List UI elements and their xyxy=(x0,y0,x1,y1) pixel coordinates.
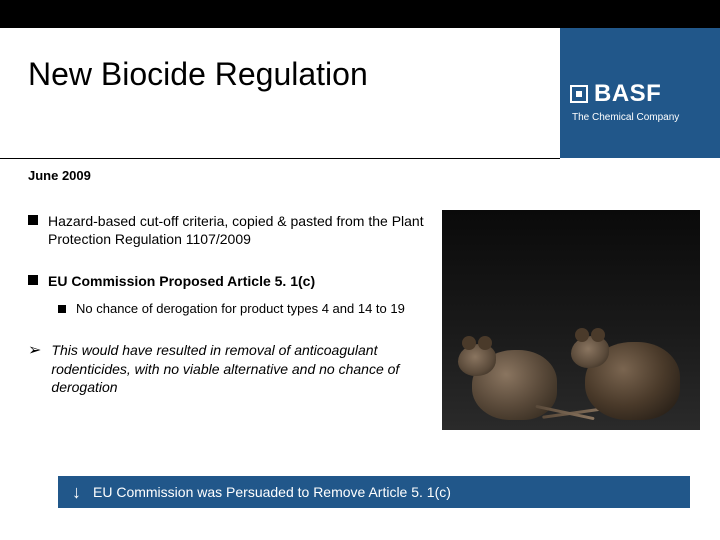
date-text: June 2009 xyxy=(28,168,91,183)
bullet-item: Hazard-based cut-off criteria, copied & … xyxy=(28,212,428,248)
down-arrow-icon: ↓ xyxy=(72,482,81,503)
bullet-text: EU Commission Proposed Article 5. 1(c) xyxy=(48,272,315,290)
footer-callout: ↓ EU Commission was Persuaded to Remove … xyxy=(58,476,690,508)
bullet-item: EU Commission Proposed Article 5. 1(c) xyxy=(28,272,428,290)
square-bullet-icon xyxy=(28,215,38,225)
header-black-bar xyxy=(0,0,720,28)
footer-text: EU Commission was Persuaded to Remove Ar… xyxy=(93,484,451,500)
bullet-text: Hazard-based cut-off criteria, copied & … xyxy=(48,212,428,248)
sub-bullet-item: No chance of derogation for product type… xyxy=(58,301,428,318)
brand-logo: BASF xyxy=(570,80,710,108)
page-title: New Biocide Regulation xyxy=(28,56,368,93)
square-bullet-icon xyxy=(28,275,38,285)
brand-logo-icon xyxy=(570,85,588,103)
consequence-text: This would have resulted in removal of a… xyxy=(51,341,428,396)
brand-logo-text: BASF xyxy=(594,80,661,108)
sub-bullet-text: No chance of derogation for product type… xyxy=(76,301,405,318)
brand-tagline: The Chemical Company xyxy=(572,112,710,123)
brand-logo-block: BASF The Chemical Company xyxy=(560,28,720,158)
rat-illustration xyxy=(585,342,680,420)
chevron-right-icon: ➢ xyxy=(28,341,41,362)
title-divider xyxy=(0,158,560,159)
consequence-item: ➢ This would have resulted in removal of… xyxy=(28,341,428,396)
square-bullet-icon xyxy=(58,305,66,313)
content-area: Hazard-based cut-off criteria, copied & … xyxy=(28,212,428,396)
rodents-image xyxy=(442,210,700,430)
